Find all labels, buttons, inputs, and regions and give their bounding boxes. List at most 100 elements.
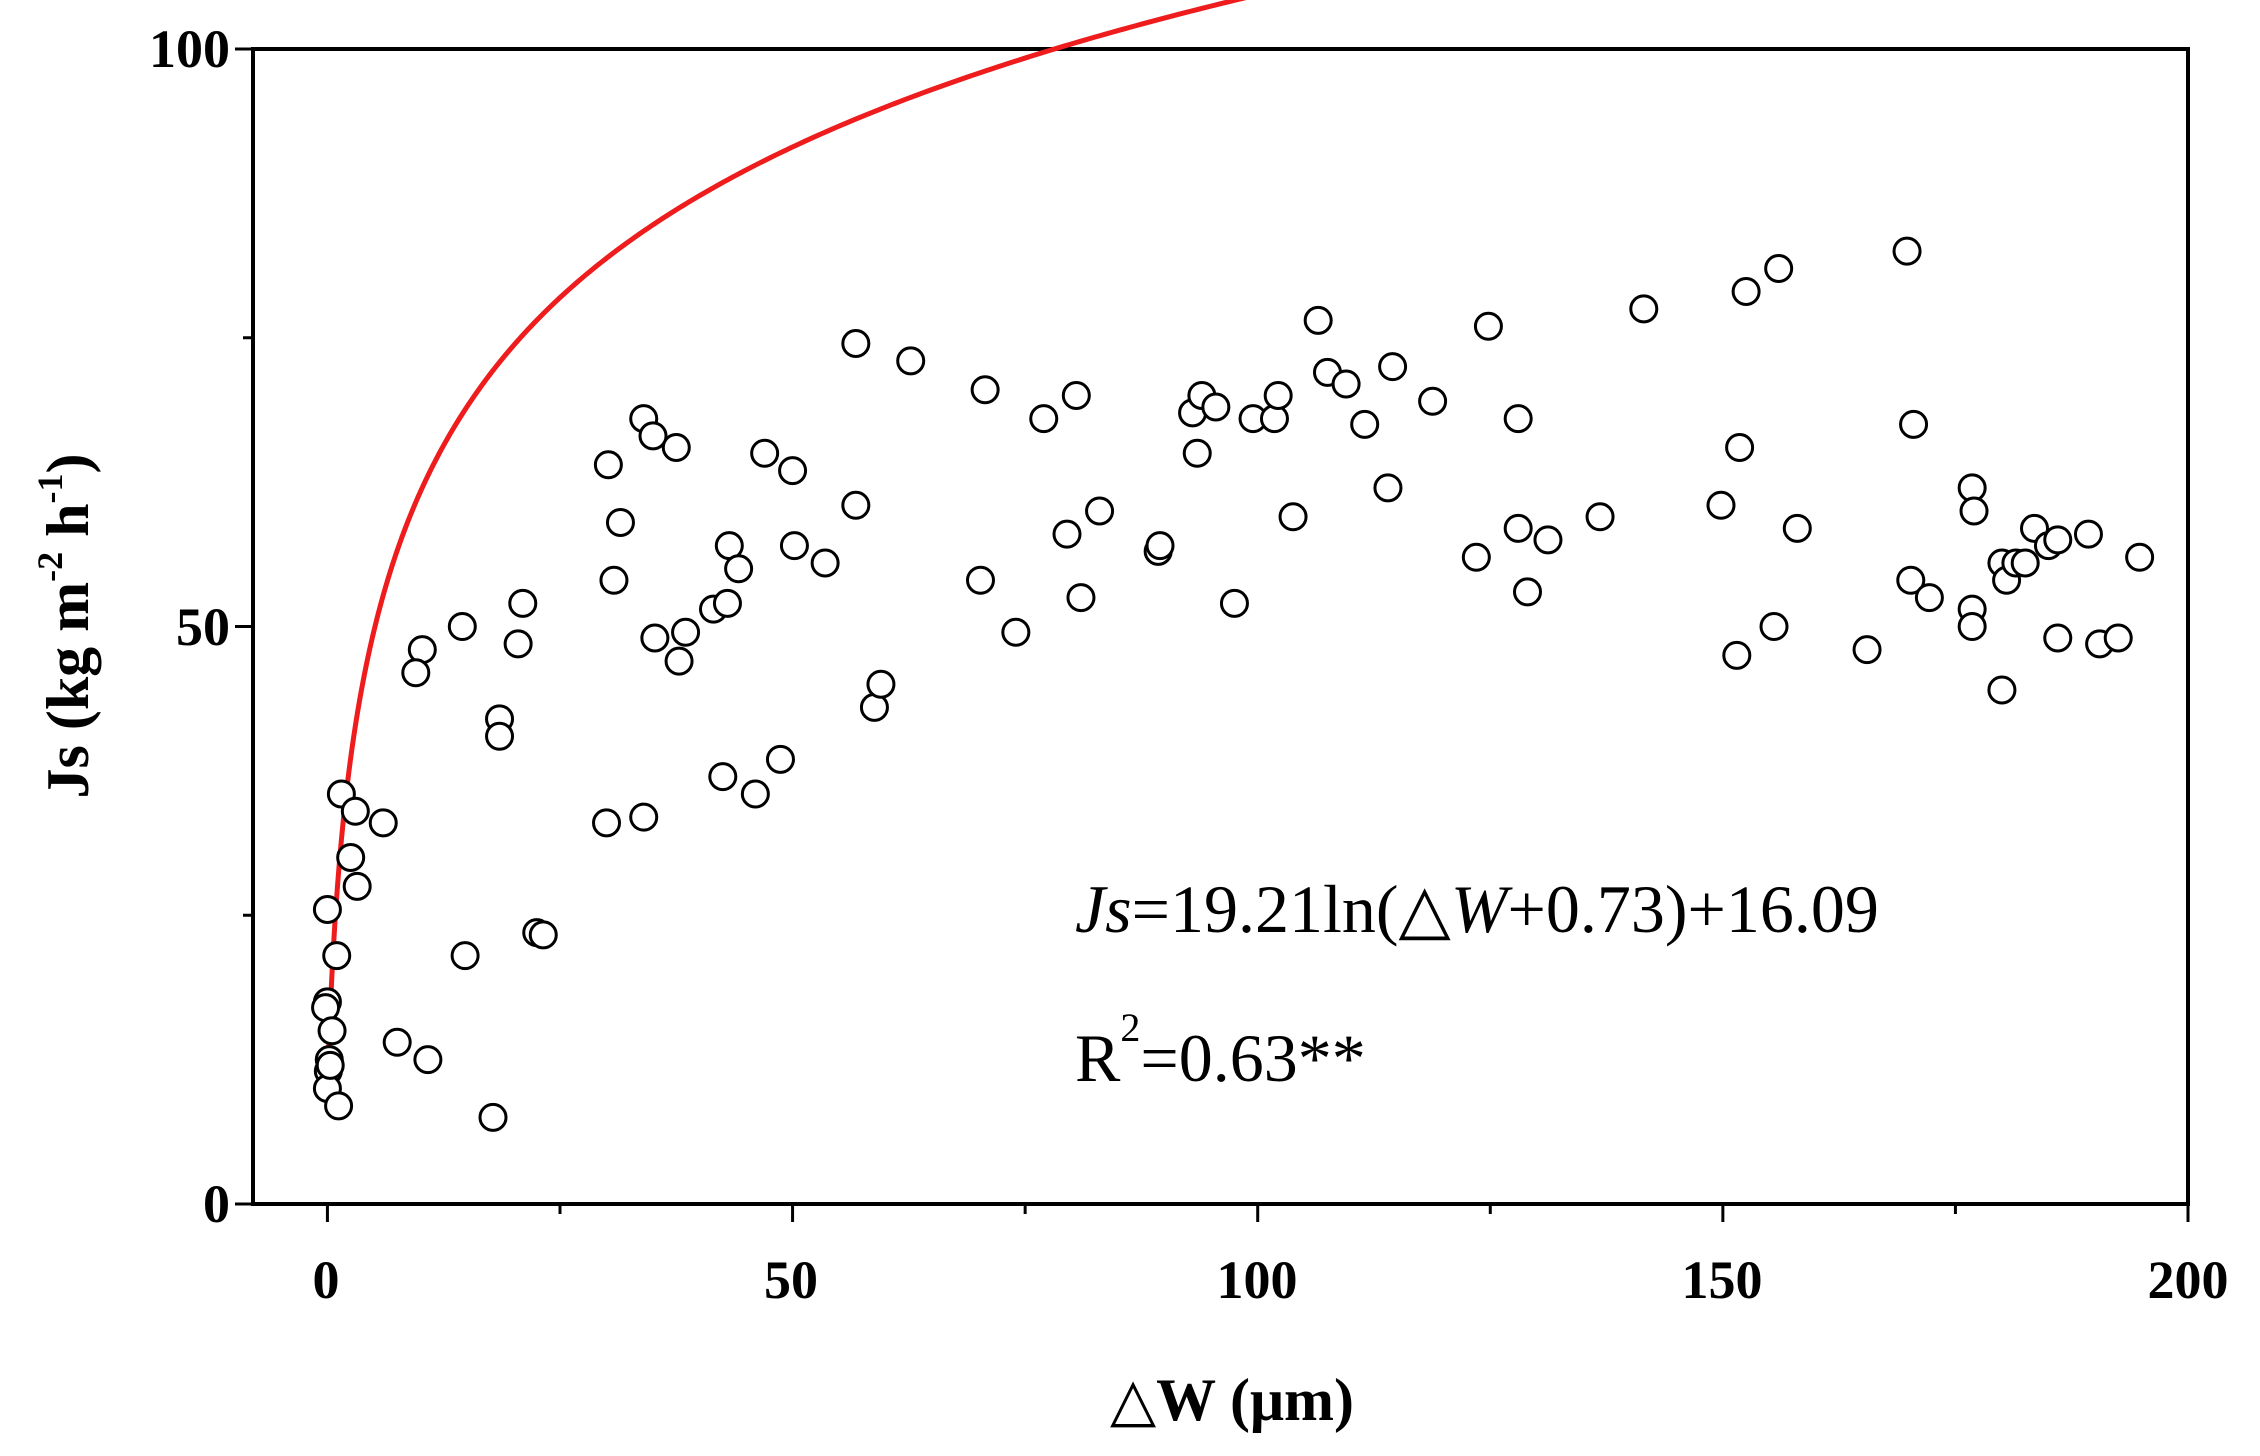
data-point xyxy=(841,490,871,520)
data-point xyxy=(1350,409,1380,439)
data-point xyxy=(1533,525,1563,555)
x-tick-label: 50 xyxy=(764,1250,818,1310)
data-point xyxy=(478,1102,508,1132)
data-point xyxy=(1373,473,1403,503)
data-point xyxy=(1503,404,1533,434)
data-point xyxy=(1987,675,2017,705)
x-tick-label: 0 xyxy=(313,1250,340,1310)
data-point xyxy=(450,941,480,971)
data-point xyxy=(322,941,352,971)
data-point xyxy=(841,329,871,359)
data-point xyxy=(1706,490,1736,520)
data-point xyxy=(740,779,770,809)
data-point xyxy=(342,871,372,901)
data-point xyxy=(1782,513,1812,543)
fitted-curve xyxy=(324,0,1247,1089)
data-point xyxy=(629,802,659,832)
data-point xyxy=(1331,369,1361,399)
data-point xyxy=(2010,548,2040,578)
data-point xyxy=(1759,612,1789,641)
data-point xyxy=(382,1027,412,1057)
data-point xyxy=(1852,635,1882,665)
data-point xyxy=(413,1045,443,1075)
x-axis-title: △W (μm) xyxy=(1110,1367,1354,1433)
y-axis-title: Js (kg m-2 h-1) xyxy=(30,453,101,798)
data-point xyxy=(765,744,795,774)
y-tick-label: 0 xyxy=(203,1174,230,1234)
data-point xyxy=(1503,513,1533,543)
data-point xyxy=(503,629,533,659)
data-point xyxy=(671,617,701,647)
y-tick-label: 50 xyxy=(176,597,230,657)
data-point xyxy=(1201,392,1231,422)
data-point xyxy=(317,1016,347,1046)
data-point xyxy=(1899,409,1929,439)
data-point xyxy=(1896,565,1926,595)
data-point xyxy=(1957,612,1987,641)
data-point xyxy=(724,554,754,584)
data-point xyxy=(599,565,629,595)
data-point xyxy=(640,623,670,653)
data-point xyxy=(712,588,742,618)
data-point xyxy=(664,646,694,676)
data-point xyxy=(1914,583,1944,613)
data-point xyxy=(2043,525,2073,555)
data-point xyxy=(1731,277,1761,307)
data-point xyxy=(336,843,366,872)
data-point xyxy=(1418,386,1448,416)
data-point xyxy=(1473,311,1503,341)
data-points xyxy=(311,236,2155,1132)
data-point xyxy=(2043,623,2073,653)
data-point xyxy=(1585,502,1615,532)
data-point xyxy=(1959,496,1989,526)
data-point xyxy=(593,450,623,480)
data-point xyxy=(315,1050,345,1080)
data-point xyxy=(1461,542,1491,572)
data-point xyxy=(605,508,635,538)
data-point xyxy=(592,808,622,838)
data-point xyxy=(401,658,431,688)
data-point xyxy=(1052,519,1082,549)
data-point xyxy=(708,762,738,792)
data-point xyxy=(1278,502,1308,532)
data-point xyxy=(1182,438,1212,468)
data-point xyxy=(1061,381,1091,410)
data-point xyxy=(778,456,808,486)
data-point xyxy=(750,438,780,468)
data-point xyxy=(447,612,477,641)
data-point xyxy=(970,375,1000,405)
data-point xyxy=(896,346,926,376)
x-tick-label: 150 xyxy=(1682,1250,1763,1310)
data-point xyxy=(1725,432,1755,462)
data-point xyxy=(2125,542,2155,572)
data-point xyxy=(1001,617,1031,647)
data-point xyxy=(2103,623,2133,653)
data-point xyxy=(324,1091,354,1121)
data-point xyxy=(1085,496,1115,526)
x-tick-label: 200 xyxy=(2148,1250,2229,1310)
data-point xyxy=(1066,583,1096,613)
data-point xyxy=(1378,352,1408,382)
data-point xyxy=(485,721,515,751)
data-point xyxy=(528,920,558,950)
y-tick-labels: 0 50 100 xyxy=(149,19,230,1234)
x-tick-label: 100 xyxy=(1217,1250,1298,1310)
data-point xyxy=(638,421,668,451)
data-point xyxy=(1629,294,1659,324)
axis-ticks xyxy=(235,47,2190,1222)
data-point xyxy=(312,894,342,924)
data-point xyxy=(1263,381,1293,410)
data-point xyxy=(965,565,995,595)
data-point xyxy=(1219,588,1249,618)
data-point xyxy=(1303,305,1333,335)
data-point xyxy=(368,808,398,838)
y-tick-label: 100 xyxy=(149,19,230,79)
data-point xyxy=(661,432,691,462)
data-point xyxy=(1029,404,1059,434)
data-point xyxy=(340,796,370,826)
x-tick-labels: 0 50 100 150 200 xyxy=(313,1250,2229,1310)
data-point xyxy=(866,669,896,699)
data-point xyxy=(2073,519,2103,549)
data-point xyxy=(1513,577,1542,607)
